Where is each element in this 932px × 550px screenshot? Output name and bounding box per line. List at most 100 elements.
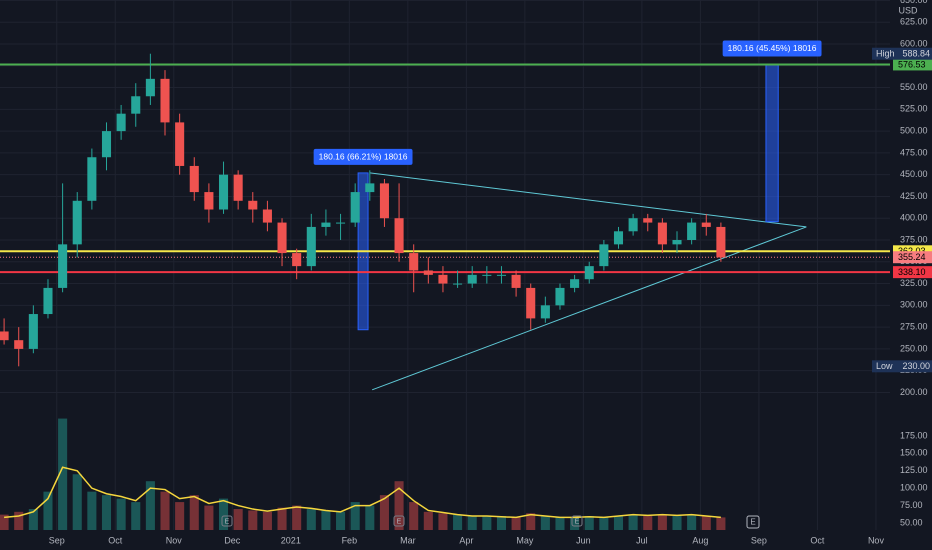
x-tick-label: Feb bbox=[342, 535, 358, 545]
y-tick-label: 275.00 bbox=[900, 321, 928, 331]
candle-body bbox=[262, 209, 272, 223]
volume-bar bbox=[218, 498, 229, 530]
candle-body bbox=[321, 222, 331, 227]
y-tick-label: 600.00 bbox=[900, 38, 928, 48]
earnings-text: E bbox=[225, 518, 230, 525]
candle-body bbox=[438, 274, 448, 284]
currency-label: USD bbox=[898, 5, 918, 15]
volume-bar bbox=[116, 498, 126, 530]
candle-body bbox=[540, 305, 550, 319]
candle-body bbox=[101, 131, 112, 158]
volume-bar bbox=[233, 509, 243, 530]
y2-tick-label: 150.00 bbox=[900, 448, 928, 458]
volume-bar bbox=[511, 517, 521, 530]
x-tick-label: May bbox=[516, 535, 534, 545]
candle-body bbox=[160, 78, 170, 123]
candle-body bbox=[350, 192, 360, 223]
candle-body bbox=[204, 192, 214, 210]
x-tick-label: Dec bbox=[224, 535, 241, 545]
y-tick-label: 625.00 bbox=[900, 17, 928, 27]
candle-body bbox=[116, 113, 126, 132]
earnings-icon bbox=[393, 515, 405, 527]
y2-tick-label: 125.00 bbox=[900, 465, 928, 475]
candle-body bbox=[643, 218, 653, 223]
candle-body bbox=[277, 222, 287, 254]
volume-bar bbox=[657, 514, 667, 530]
candle-body bbox=[379, 183, 389, 219]
volume-bar bbox=[701, 516, 711, 530]
earnings-text: E bbox=[397, 518, 402, 525]
volume-bar bbox=[643, 516, 653, 530]
candle-body bbox=[28, 314, 38, 349]
x-tick-label: Apr bbox=[459, 535, 473, 545]
measure-label-box bbox=[313, 148, 413, 165]
volume-bar bbox=[687, 514, 697, 530]
extreme-name: High bbox=[876, 49, 895, 59]
candle-body bbox=[716, 226, 726, 258]
candle-body bbox=[145, 78, 155, 97]
candle-body bbox=[0, 331, 9, 341]
y-tick-label: 325.00 bbox=[900, 278, 928, 288]
measure-range bbox=[765, 63, 779, 223]
x-tick-label: Jul bbox=[636, 535, 648, 545]
earnings-icons: E E E E bbox=[221, 515, 760, 529]
extreme-name: Low bbox=[876, 361, 893, 371]
candle-body bbox=[672, 239, 682, 245]
candle-body bbox=[482, 274, 492, 276]
volume-bar bbox=[613, 516, 624, 530]
candle-body bbox=[394, 218, 404, 254]
candle-body bbox=[526, 287, 536, 319]
volume-bar bbox=[628, 514, 638, 530]
volume-bar bbox=[58, 418, 68, 530]
volume-bar bbox=[14, 511, 24, 530]
candle-body bbox=[292, 253, 302, 267]
x-tick-label: Nov bbox=[166, 535, 183, 545]
candle-body bbox=[189, 165, 199, 193]
volume-bar bbox=[394, 481, 404, 530]
candle-layer bbox=[0, 53, 726, 367]
candle-body bbox=[218, 174, 229, 210]
volume-bar bbox=[570, 517, 580, 530]
y-tick-label: 500.00 bbox=[900, 125, 928, 135]
volume-bar bbox=[453, 514, 463, 530]
earnings-text: E bbox=[750, 518, 755, 527]
candle-body bbox=[175, 122, 185, 166]
volume-bar bbox=[101, 495, 112, 530]
volume-bar bbox=[160, 491, 170, 530]
candle-body bbox=[43, 287, 53, 315]
candle-body bbox=[701, 222, 711, 227]
volume-bar bbox=[306, 509, 316, 530]
measure-label: 180.16 (45.45%) 18016 bbox=[728, 43, 817, 53]
earnings-icon bbox=[571, 515, 583, 527]
x-tick-label: Sep bbox=[751, 535, 767, 545]
volume-bar bbox=[584, 516, 594, 530]
volume-bar bbox=[262, 511, 272, 530]
candle-body bbox=[87, 157, 97, 201]
y-tick-label: 650.00 bbox=[900, 0, 928, 5]
candle-body bbox=[599, 244, 609, 267]
volume-bar bbox=[540, 516, 550, 530]
candle-body bbox=[306, 226, 316, 267]
candle-body bbox=[336, 222, 346, 224]
y-tick-label: 250.00 bbox=[900, 343, 928, 353]
x-tick-label: Aug bbox=[692, 535, 708, 545]
candle-body bbox=[511, 274, 521, 288]
y-tick-label: 450.00 bbox=[900, 169, 928, 179]
candle-body bbox=[570, 279, 580, 288]
x-tick-label: Sep bbox=[49, 535, 65, 545]
y-tick-label: 475.00 bbox=[900, 147, 928, 157]
volume-bar bbox=[409, 502, 419, 530]
earnings-icon bbox=[746, 515, 760, 529]
candle-body bbox=[467, 274, 477, 284]
volume-bar bbox=[87, 491, 97, 530]
volume-bar bbox=[336, 511, 346, 530]
measure-label-box bbox=[722, 40, 822, 57]
candle-body bbox=[555, 287, 565, 306]
measure-label: 180.16 (66.21%) 18016 bbox=[319, 152, 408, 162]
earnings-icon bbox=[221, 515, 233, 527]
y2-tick-label: 100.00 bbox=[900, 483, 928, 493]
volume-bar bbox=[204, 505, 214, 530]
x-tick-label: 2021 bbox=[281, 535, 301, 545]
volume-bar bbox=[0, 514, 9, 530]
volume-bar bbox=[131, 502, 141, 530]
